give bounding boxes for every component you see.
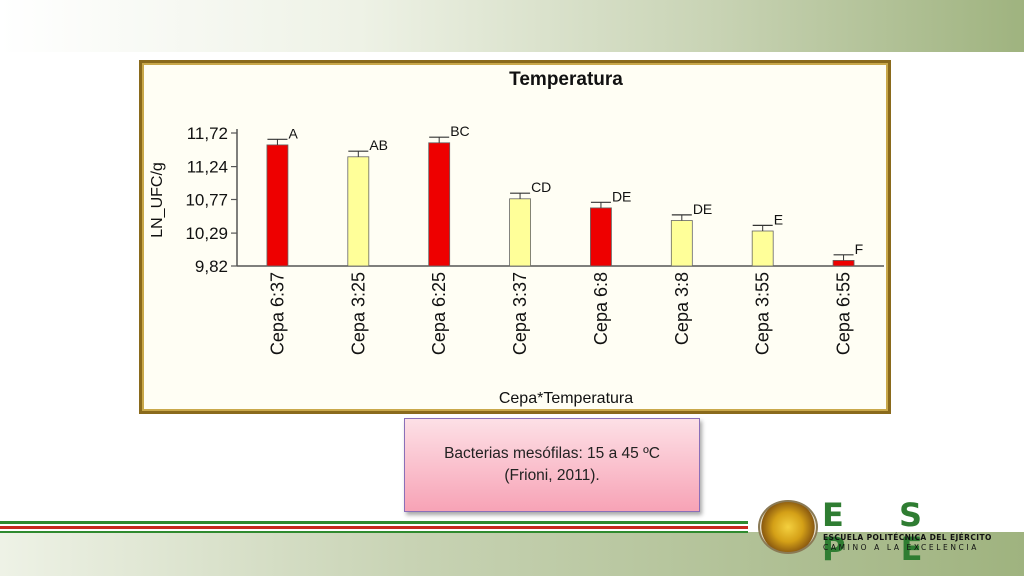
top-banner <box>0 0 1024 52</box>
espe-wordmark: E S P E <box>822 496 945 568</box>
y-tick-label: 10,77 <box>185 191 228 210</box>
x-tick-label: Cepa 3:55 <box>753 272 773 355</box>
note-box: Bacterias mesófilas: 15 a 45 ºC (Frioni,… <box>404 418 700 512</box>
bar <box>428 142 451 267</box>
y-tick-label: 9,82 <box>195 257 228 276</box>
x-tick-label: Cepa 3:37 <box>510 272 530 355</box>
significance-letter: DE <box>693 201 712 217</box>
x-tick-label: Cepa 6:8 <box>591 272 611 345</box>
chart-title: Temperatura <box>509 69 623 90</box>
significance-letter: E <box>774 211 783 227</box>
bar <box>347 156 370 267</box>
x-tick-label: Cepa 6:55 <box>834 272 854 355</box>
bar <box>266 144 289 267</box>
x-tick-label: Cepa 6:25 <box>429 272 449 355</box>
green-stripe <box>0 521 748 524</box>
espe-motto: CAMINO A LA EXCELENCIA <box>823 543 979 552</box>
red-stripe <box>0 526 748 529</box>
green-stripe-lower <box>0 531 748 533</box>
x-tick-label: Cepa 3:25 <box>348 272 368 355</box>
espe-logo: E S P E ESCUELA POLITÉCNICA DEL EJÉRCITO… <box>756 498 1006 566</box>
y-tick-label: 11,24 <box>187 158 228 177</box>
bar <box>670 220 693 267</box>
bar-chart: Temperatura Cepa*Temperatura LN_UFC/g 11… <box>149 69 884 407</box>
x-axis-label: Cepa*Temperatura <box>499 390 633 407</box>
significance-letter: F <box>855 241 864 257</box>
y-axis-label: LN_UFC/g <box>149 162 166 238</box>
significance-letter: BC <box>450 123 469 139</box>
chart-frame: Temperatura Cepa*Temperatura LN_UFC/g 11… <box>139 60 891 414</box>
plot-area: 11,72 11,24 10,77 10,29 9,82 A Cepa 6:37 AB Cepa… <box>185 123 884 355</box>
note-line-2: (Frioni, 2011). <box>504 467 600 484</box>
espe-institution-name: ESCUELA POLITÉCNICA DEL EJÉRCITO <box>823 533 992 542</box>
significance-letter: A <box>288 125 298 141</box>
significance-letter: CD <box>531 179 551 195</box>
significance-letter: AB <box>369 137 388 153</box>
x-tick-label: Cepa 3:8 <box>672 272 692 345</box>
bottom-banner <box>0 532 1024 576</box>
note-line-1: Bacterias mesófilas: 15 a 45 ºC <box>444 445 660 462</box>
bar <box>832 259 855 267</box>
y-tick-label: 11,72 <box>187 124 228 143</box>
bar <box>590 207 612 267</box>
y-tick-label: 10,29 <box>185 224 228 243</box>
espe-seal-icon <box>758 500 818 554</box>
bar <box>751 230 774 267</box>
bar <box>509 198 531 267</box>
x-tick-label: Cepa 6:37 <box>267 272 287 355</box>
significance-letter: DE <box>612 188 631 204</box>
